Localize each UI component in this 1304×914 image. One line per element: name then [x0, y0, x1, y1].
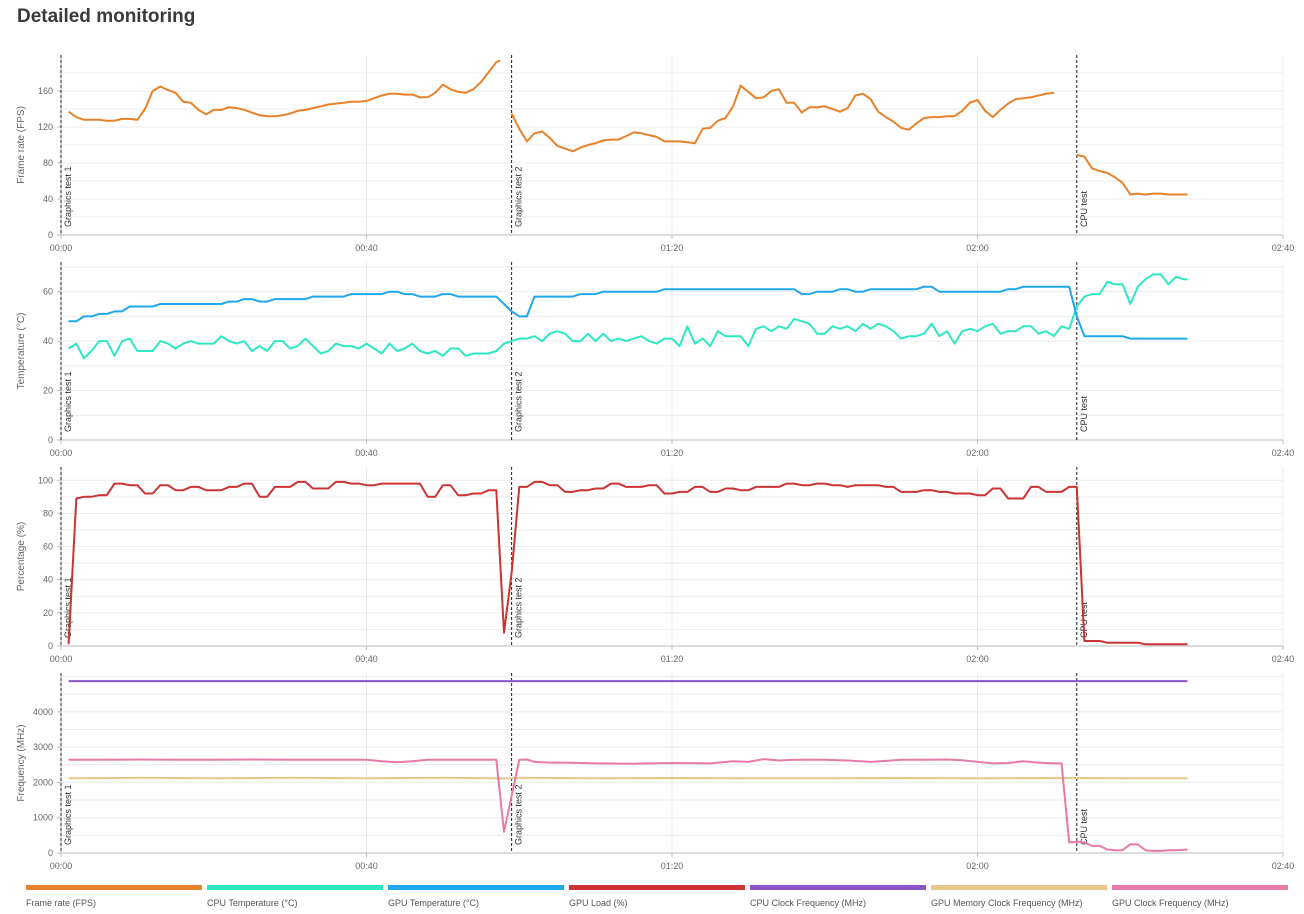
- y-tick-label: 2000: [33, 777, 53, 787]
- legend-item-cpu-clock[interactable]: CPU Clock Frequency (MHz): [750, 885, 926, 908]
- x-tick-label: 00:40: [355, 654, 378, 664]
- x-tick-label: 00:40: [355, 861, 378, 871]
- y-tick-label: 1000: [33, 813, 53, 823]
- x-tick-label: 00:00: [50, 448, 73, 458]
- legend-swatch: [931, 885, 1107, 890]
- y-tick-label: 40: [43, 575, 53, 585]
- x-tick-label: 02:00: [966, 448, 989, 458]
- test-marker-label: CPU test: [1079, 808, 1089, 845]
- y-tick-label: 20: [43, 608, 53, 618]
- series-line-gpu-clock: [68, 758, 1188, 852]
- y-tick-label: 120: [38, 122, 53, 132]
- legend-label: GPU Memory Clock Frequency (MHz): [931, 898, 1083, 908]
- test-marker-label: CPU test: [1079, 395, 1089, 432]
- chart-panel-4: 0 1000 2000 3000 4000 00:00 00:40 01:20 02:00 02:…: [16, 673, 1294, 871]
- x-tick-label: 00:40: [355, 448, 378, 458]
- x-tick-label: 02:40: [1272, 448, 1295, 458]
- y-tick-label: 0: [48, 435, 53, 445]
- legend-item-fps[interactable]: Frame rate (FPS): [26, 885, 202, 908]
- legend-swatch: [750, 885, 926, 890]
- legend-swatch: [569, 885, 745, 890]
- x-tick-label: 00:00: [50, 861, 73, 871]
- y-tick-label: 80: [43, 158, 53, 168]
- series-line-gpu-mem-clock: [68, 776, 1188, 780]
- monitoring-charts: 0 40 80 120 160 00:00 00:40 01:20 02:00 02:40 Fram…: [16, 55, 1294, 871]
- y-tick-label: 160: [38, 86, 53, 96]
- y-axis-title: Temperature (°C): [16, 313, 27, 390]
- legend-item-gpu-load[interactable]: GPU Load (%): [569, 885, 745, 908]
- y-tick-label: 40: [43, 194, 53, 204]
- y-axis-title: Frequency (MHz): [16, 724, 27, 801]
- series-line-fps: [510, 84, 1055, 153]
- test-marker-label: Graphics test 2: [514, 166, 524, 227]
- x-tick-label: 00:00: [50, 243, 73, 253]
- x-tick-label: 00:00: [50, 654, 73, 664]
- legend-label: Frame rate (FPS): [26, 898, 97, 908]
- test-marker-label: Graphics test 2: [514, 371, 524, 432]
- test-marker-label: Graphics test 2: [514, 784, 524, 845]
- legend-swatch: [26, 885, 202, 890]
- legend-label: GPU Temperature (°C): [388, 898, 479, 908]
- series-line-gpu-temp: [68, 285, 1188, 340]
- legend-swatch: [388, 885, 564, 890]
- y-axis-title: Frame rate (FPS): [16, 106, 27, 184]
- test-marker-label: Graphics test 1: [63, 371, 73, 432]
- x-tick-label: 02:40: [1272, 654, 1295, 664]
- legend-item-gpu-mem-clock[interactable]: GPU Memory Clock Frequency (MHz): [931, 885, 1107, 908]
- chart-panel-2: 0 20 40 60 00:00 00:40 01:20 02:00 02:40 Temperat…: [16, 262, 1294, 458]
- legend-label: GPU Clock Frequency (MHz): [1112, 898, 1229, 908]
- legend-label: GPU Load (%): [569, 898, 628, 908]
- x-tick-label: 01:20: [661, 861, 684, 871]
- x-tick-label: 02:00: [966, 654, 989, 664]
- page-title: Detailed monitoring: [17, 6, 196, 27]
- y-tick-label: 80: [43, 508, 53, 518]
- legend-swatch: [1112, 885, 1288, 890]
- series-line-cpu-temp: [68, 273, 1188, 360]
- legend: Frame rate (FPS) CPU Temperature (°C) GPU …: [26, 885, 1294, 911]
- test-marker-label: Graphics test 1: [63, 166, 73, 227]
- chart-panel-3: 0 20 40 60 80 100 00:00 00:40 01:20 02:00 02:40 Per…: [16, 467, 1294, 664]
- y-tick-label: 40: [43, 336, 53, 346]
- x-tick-label: 01:20: [661, 243, 684, 253]
- x-tick-label: 02:40: [1272, 243, 1295, 253]
- x-tick-label: 02:40: [1272, 861, 1295, 871]
- y-tick-label: 60: [43, 287, 53, 297]
- test-marker-label: Graphics test 2: [514, 577, 524, 638]
- test-marker-label: CPU test: [1079, 190, 1089, 227]
- legend-item-gpu-temp[interactable]: GPU Temperature (°C): [388, 885, 564, 908]
- x-tick-label: 02:00: [966, 861, 989, 871]
- x-tick-label: 02:00: [966, 243, 989, 253]
- y-tick-label: 3000: [33, 742, 53, 752]
- x-tick-label: 01:20: [661, 654, 684, 664]
- y-tick-label: 4000: [33, 707, 53, 717]
- legend-item-gpu-clock[interactable]: GPU Clock Frequency (MHz): [1112, 885, 1288, 908]
- y-tick-label: 100: [38, 475, 53, 485]
- test-marker-label: Graphics test 1: [63, 784, 73, 845]
- series-line-gpu-load: [67, 480, 1188, 646]
- y-tick-label: 20: [43, 386, 53, 396]
- legend-label: CPU Temperature (°C): [207, 898, 298, 908]
- series-line-fps: [68, 59, 501, 122]
- chart-panel-1: 0 40 80 120 160 00:00 00:40 01:20 02:00 02:40 Fram…: [16, 55, 1294, 253]
- x-tick-label: 01:20: [661, 448, 684, 458]
- y-tick-label: 60: [43, 542, 53, 552]
- y-axis-title: Percentage (%): [16, 522, 27, 591]
- legend-label: CPU Clock Frequency (MHz): [750, 898, 867, 908]
- legend-item-cpu-temp[interactable]: CPU Temperature (°C): [207, 885, 383, 908]
- y-tick-label: 0: [48, 230, 53, 240]
- legend-swatch: [207, 885, 383, 890]
- x-tick-label: 00:40: [355, 243, 378, 253]
- y-tick-label: 0: [48, 848, 53, 858]
- series-line-fps: [1076, 153, 1188, 196]
- y-tick-label: 0: [48, 641, 53, 651]
- test-marker-label: Graphics test 1: [63, 577, 73, 638]
